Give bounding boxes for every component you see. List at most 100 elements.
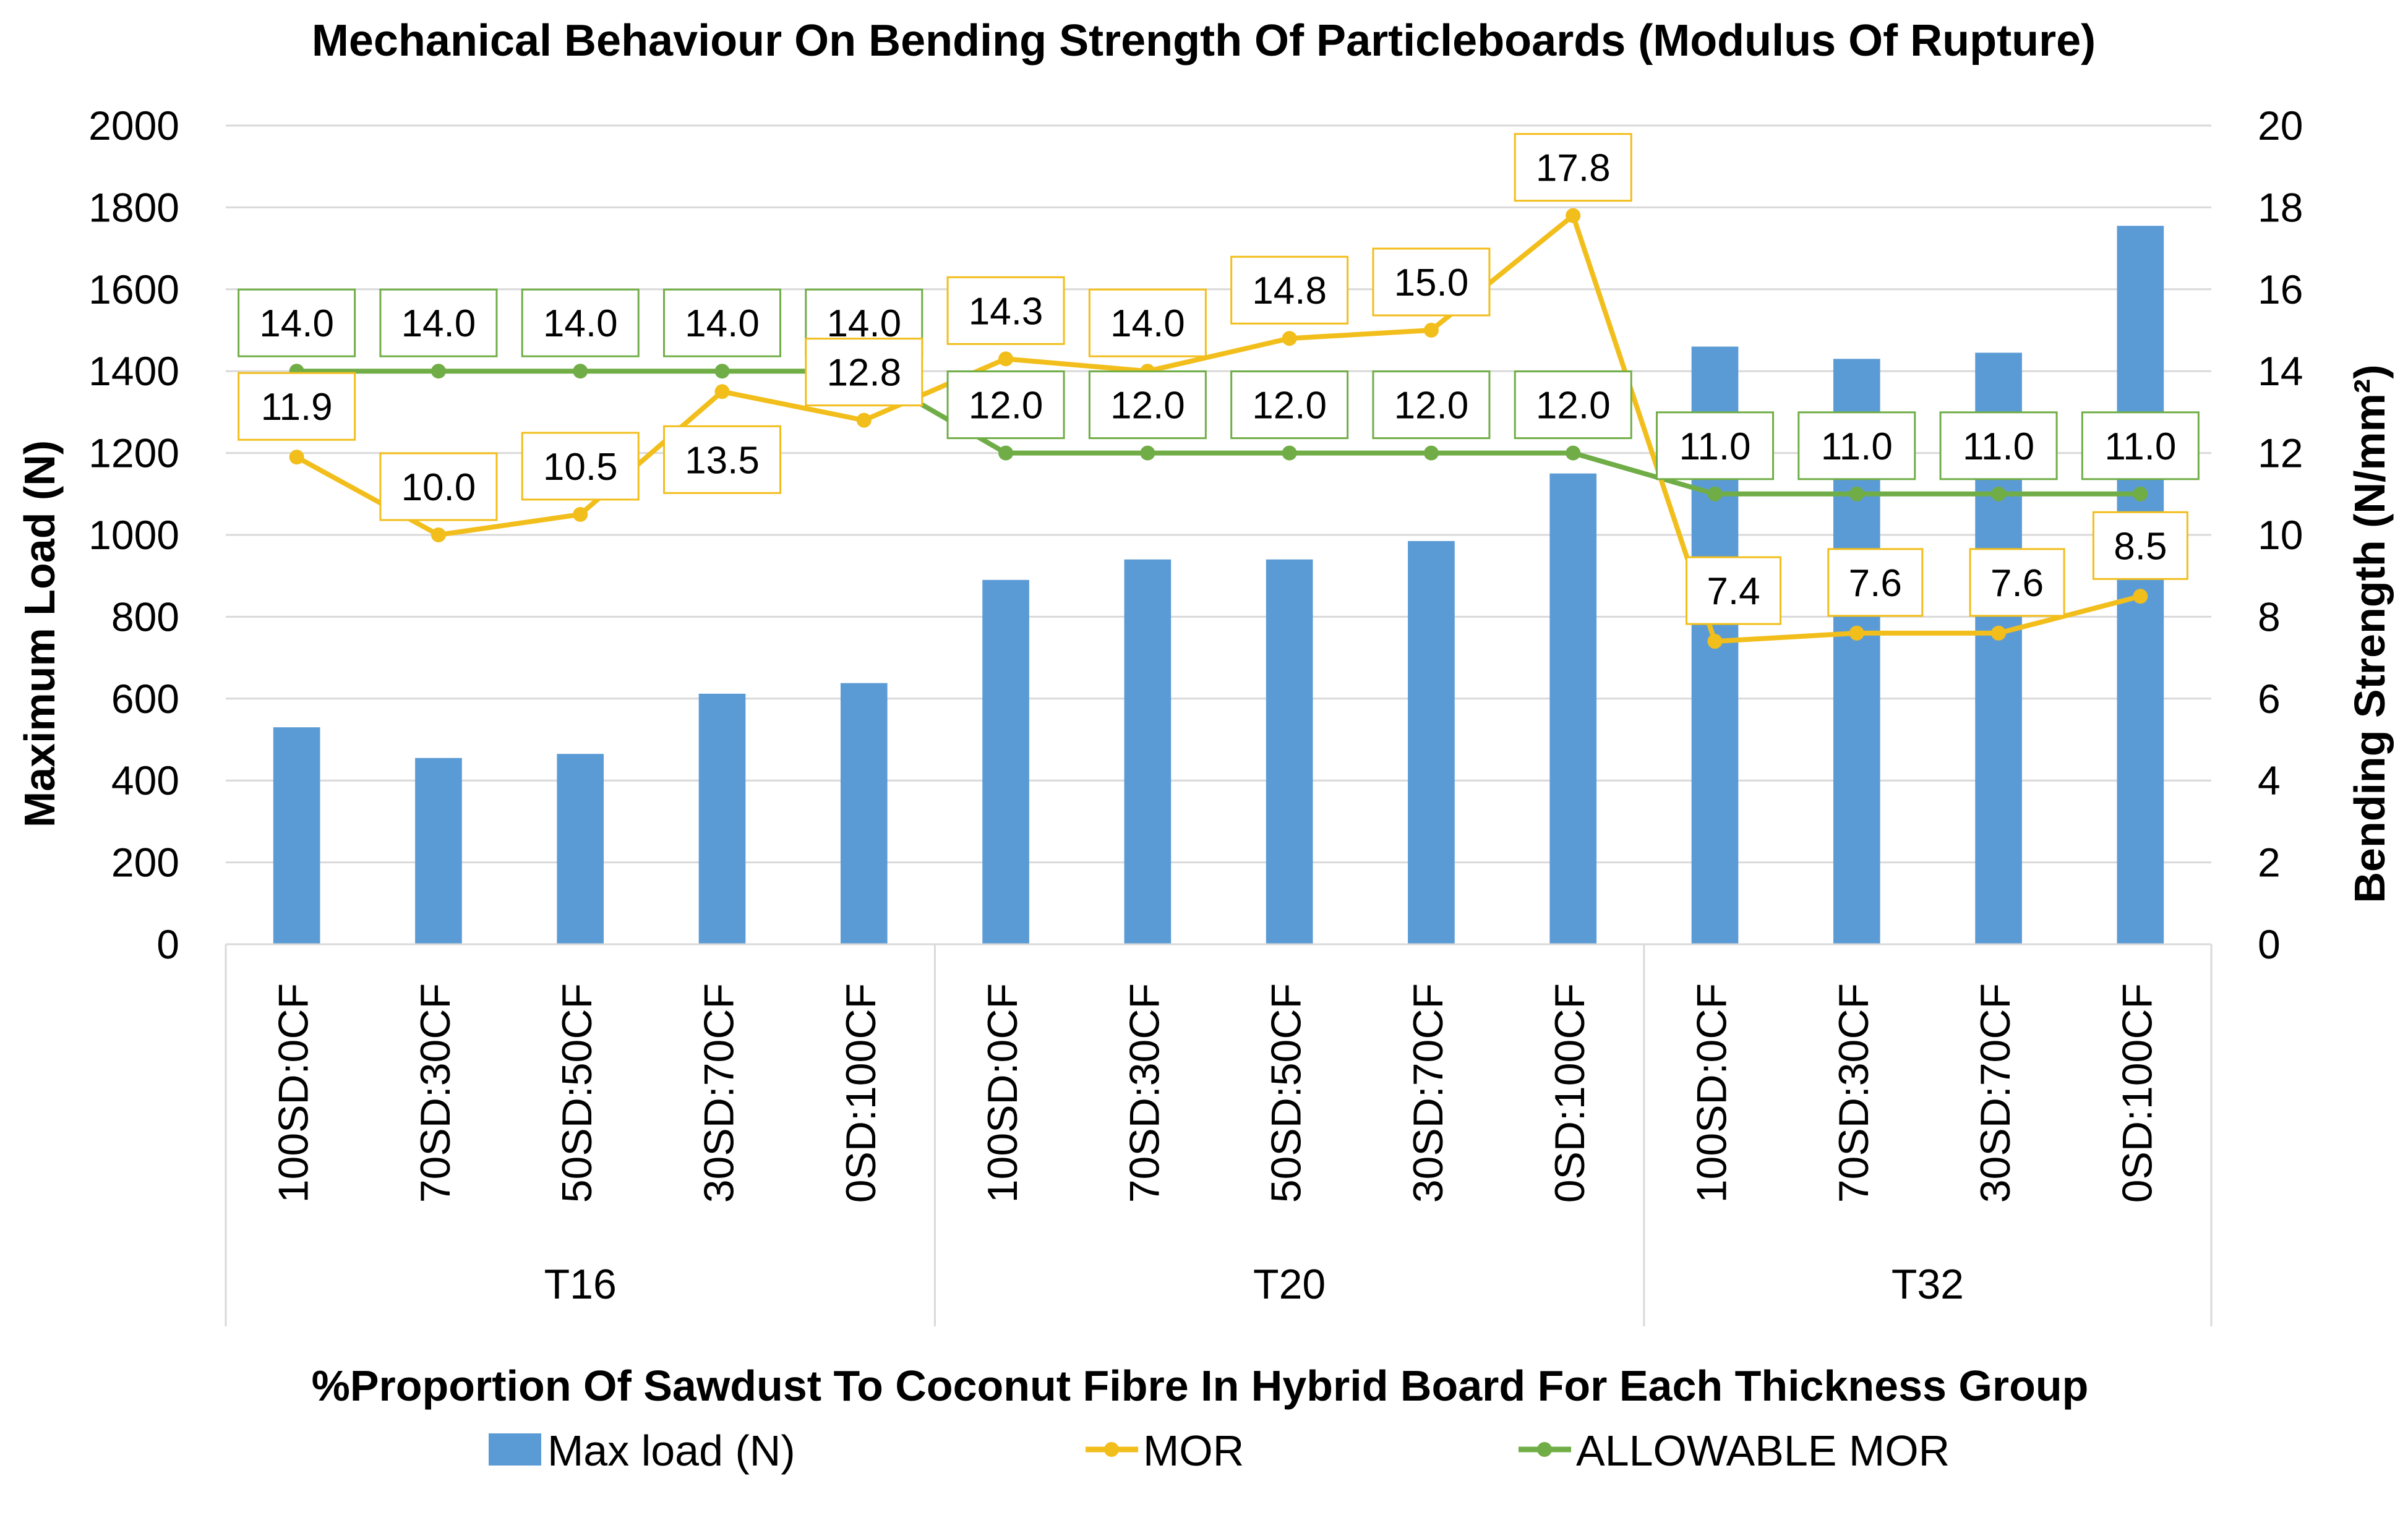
mor-data-label: 7.4 xyxy=(1707,570,1760,613)
mor-marker xyxy=(1707,634,1723,649)
allowable-mor-line xyxy=(296,369,2141,497)
data-labels: 14.0 14.0 14.0 14.0 14.0 12.0 12.0 12.0 12.0 12.0… xyxy=(238,133,2200,625)
allowable-mor-data-label: 12.0 xyxy=(1252,385,1327,427)
group-label: T20 xyxy=(1253,1261,1326,1308)
y-left-tick-label: 1200 xyxy=(88,430,179,476)
mor-data-label-box xyxy=(238,372,356,441)
group-label: T32 xyxy=(1892,1261,1964,1308)
mor-data-label-box xyxy=(1088,288,1207,357)
bar-series-max-load xyxy=(273,226,2164,945)
y-left-tick-label: 400 xyxy=(111,758,179,803)
mor-data-label-box xyxy=(379,452,498,521)
category-tick-label: 100SD:0CF xyxy=(979,983,1026,1203)
mor-data-label-box xyxy=(1827,548,1924,617)
y-right-tick-label: 14 xyxy=(2258,348,2303,394)
mor-marker xyxy=(289,450,304,465)
bar-max-load xyxy=(1266,559,1313,944)
category-tick-label: 70SD:30CF xyxy=(1830,983,1877,1203)
allowable-mor-marker xyxy=(714,364,730,379)
mor-data-label: 7.6 xyxy=(1849,562,1902,605)
allowable-mor-data-label-box xyxy=(1372,370,1491,440)
allowable-mor-data-label-box xyxy=(238,288,356,357)
y-right-tick-label: 20 xyxy=(2258,103,2303,148)
allowable-mor-data-label: 11.0 xyxy=(2104,425,2176,468)
y-right-tick-label: 8 xyxy=(2258,594,2281,639)
allowable-mor-data-label-box xyxy=(1797,411,1916,480)
category-tick-label: 0SD:100CF xyxy=(838,983,885,1203)
legend: Max load (N) MOR ALLOWABLE MOR xyxy=(489,1427,1950,1475)
x-axis-title: %Proportion Of Sawdust To Coconut Fibre … xyxy=(312,1362,2089,1410)
allowable-mor-marker xyxy=(1566,445,1581,461)
mor-marker xyxy=(856,412,872,428)
allowable-mor-data-label-box xyxy=(2081,411,2200,480)
allowable-mor-marker xyxy=(998,445,1014,461)
mor-marker xyxy=(1282,331,1297,346)
allowable-mor-data-label-box xyxy=(946,370,1065,440)
legend-mor-marker xyxy=(1104,1442,1119,1457)
y-left-tick-label: 600 xyxy=(111,676,179,722)
y-axis-right-title: Bending Strength (N/mm²) xyxy=(2346,364,2394,903)
mor-marker xyxy=(714,384,730,399)
mor-marker xyxy=(2133,589,2148,604)
legend-mor-label: MOR xyxy=(1143,1427,1244,1475)
category-tick-label: 30SD:70CF xyxy=(1972,983,2019,1203)
category-tick-label: 50SD:50CF xyxy=(1263,983,1310,1203)
group-label: T16 xyxy=(544,1261,617,1308)
y-left-tick-label: 1000 xyxy=(88,512,179,558)
bar-max-load xyxy=(2117,226,2164,945)
bar-max-load xyxy=(1549,473,1597,944)
legend-allowable-label: ALLOWABLE MOR xyxy=(1576,1427,1950,1475)
y-axis-left-title: Maximum Load (N) xyxy=(15,440,64,827)
allowable-mor-data-label: 14.0 xyxy=(543,302,618,345)
allowable-mor-data-label: 11.0 xyxy=(1679,425,1750,468)
legend-allowable-marker xyxy=(1537,1442,1552,1457)
mor-data-label: 10.0 xyxy=(401,466,476,509)
mor-data-label-box xyxy=(946,276,1065,345)
mor-marker xyxy=(1566,208,1581,223)
y-right-tick-label: 18 xyxy=(2258,184,2303,230)
mor-data-label-box xyxy=(663,425,781,494)
y-right-tick-label: 0 xyxy=(2258,921,2281,967)
category-tick-label: 100SD:0CF xyxy=(1688,983,1735,1203)
mor-data-label: 15.0 xyxy=(1394,262,1469,304)
y-left-tick-label: 1800 xyxy=(88,184,179,230)
mor-data-label: 12.8 xyxy=(826,352,901,395)
allowable-mor-data-label-box xyxy=(379,288,498,357)
allowable-mor-marker xyxy=(1140,445,1155,461)
allowable-mor-data-label-box xyxy=(1656,411,1774,480)
allowable-mor-data-label: 12.0 xyxy=(969,385,1043,427)
mor-data-label: 13.5 xyxy=(685,439,760,482)
y-right-tick-label: 4 xyxy=(2258,758,2281,803)
y-right-tick-label: 10 xyxy=(2258,512,2303,558)
allowable-mor-data-label: 11.0 xyxy=(1963,425,2034,468)
mor-data-label-box xyxy=(805,338,923,407)
bar-max-load xyxy=(415,758,462,944)
allowable-mor-data-label-box xyxy=(1088,370,1207,440)
mor-marker xyxy=(573,506,588,522)
mor-data-label-box xyxy=(1514,133,1632,202)
mor-data-label: 14.3 xyxy=(969,290,1043,333)
category-tick-label: 30SD:70CF xyxy=(1405,983,1452,1203)
y-left-tick-label: 0 xyxy=(156,921,179,967)
allowable-mor-marker xyxy=(1282,445,1297,461)
mor-marker xyxy=(1423,323,1439,338)
category-tick-label: 30SD:70CF xyxy=(695,983,742,1203)
allowable-mor-marker xyxy=(1991,486,2007,501)
allowable-mor-marker xyxy=(2133,486,2148,501)
y-left-tick-label: 1400 xyxy=(88,348,179,394)
bar-max-load xyxy=(698,693,746,944)
y-right-tick-label: 6 xyxy=(2258,676,2281,722)
bar-max-load xyxy=(1408,540,1455,944)
category-tick-label: 0SD:100CF xyxy=(1546,983,1593,1203)
allowable-mor-data-label: 12.0 xyxy=(1110,385,1185,427)
axes: 0 200 400 600 800 1000 1200 1400 1600 1800 2000 0 2 4… xyxy=(88,103,2303,1326)
category-tick-label: 70SD:30CF xyxy=(412,983,459,1203)
allowable-mor-marker xyxy=(1849,486,1864,501)
allowable-mor-marker xyxy=(1423,445,1439,461)
mor-marker xyxy=(1849,625,1864,641)
mor-data-label: 7.6 xyxy=(1990,562,2044,605)
bar-max-load xyxy=(273,727,320,944)
allowable-mor-data-label: 14.0 xyxy=(259,302,334,345)
